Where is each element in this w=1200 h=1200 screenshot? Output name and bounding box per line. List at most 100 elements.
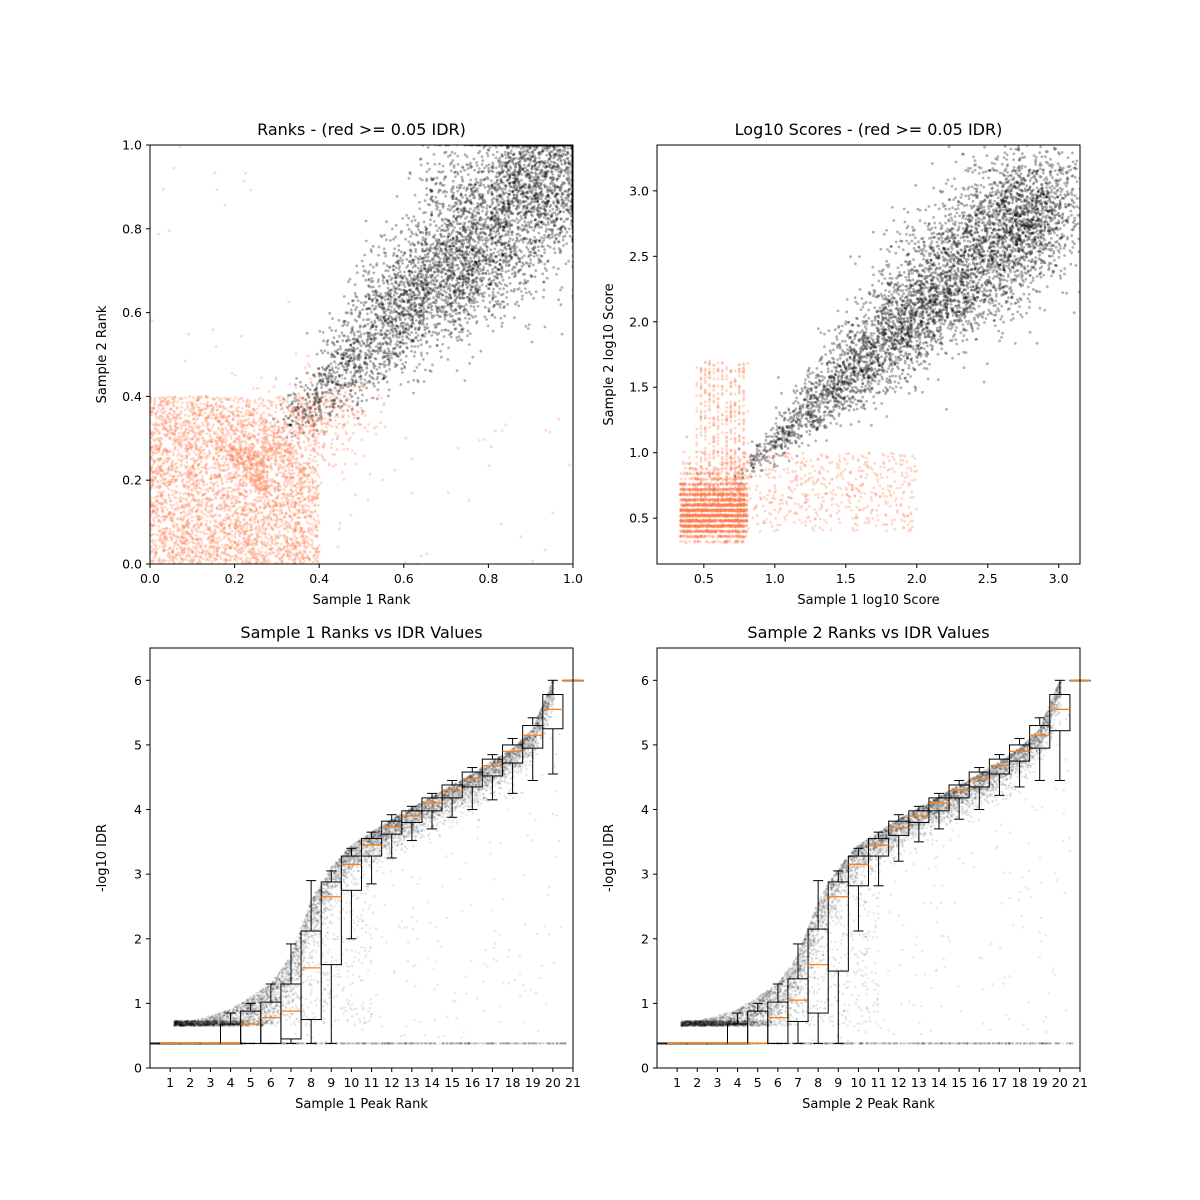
- point-fail: [274, 479, 277, 483]
- point-fail: [252, 551, 256, 554]
- point-fail: [213, 476, 216, 480]
- point-fail: [228, 450, 232, 453]
- point-fail: [152, 556, 156, 560]
- point-fail: [202, 481, 206, 485]
- point-fail: [323, 400, 327, 404]
- point-fail: [204, 407, 207, 411]
- point-fail: [297, 492, 301, 495]
- point-fail: [307, 514, 311, 518]
- point-fail: [200, 494, 204, 497]
- point-fail: [233, 535, 237, 539]
- point-fail: [218, 473, 222, 477]
- point-fail: [171, 533, 175, 536]
- point-fail: [163, 427, 167, 430]
- point-fail: [224, 502, 228, 506]
- point-pass: [385, 220, 388, 224]
- point-fail: [275, 396, 278, 399]
- point-fail: [152, 459, 156, 462]
- point-fail: [242, 504, 246, 508]
- point-fail: [210, 530, 214, 533]
- point-fail: [286, 525, 290, 529]
- point-fail: [192, 545, 195, 549]
- point-fail: [289, 515, 293, 519]
- point-fail: [220, 423, 224, 426]
- point-fail: [383, 425, 387, 429]
- point-fail: [316, 528, 319, 532]
- point-pass: [289, 414, 292, 418]
- point-fail: [263, 439, 267, 442]
- point-fail: [258, 487, 261, 491]
- point-fail: [208, 520, 212, 524]
- point-fail: [234, 495, 237, 499]
- point-fail: [193, 422, 196, 425]
- point-fail: [249, 188, 253, 192]
- point-fail: [245, 495, 249, 498]
- point-fail: [302, 474, 306, 478]
- point-fail: [254, 509, 257, 513]
- point-fail: [279, 534, 283, 537]
- point-fail: [219, 523, 223, 526]
- point-fail: [221, 518, 225, 522]
- point-fail: [311, 560, 315, 564]
- point-fail: [233, 431, 236, 435]
- point-fail: [229, 480, 233, 484]
- point-fail: [203, 507, 207, 511]
- point-fail: [264, 527, 268, 530]
- point-fail: [279, 517, 282, 521]
- point-fail: [244, 411, 248, 415]
- point-pass: [545, 153, 548, 157]
- point-fail: [221, 432, 224, 435]
- point-fail: [240, 546, 244, 550]
- point-fail: [183, 523, 187, 527]
- point-fail: [165, 421, 169, 425]
- point-fail: [213, 446, 216, 450]
- point-fail: [313, 524, 316, 528]
- point-fail: [257, 529, 261, 533]
- point-fail: [233, 373, 237, 377]
- point-fail: [275, 472, 278, 476]
- point-fail: [168, 465, 171, 469]
- point-fail: [308, 424, 312, 428]
- point-fail: [544, 428, 548, 432]
- point-fail: [312, 533, 316, 537]
- point-fail: [267, 428, 270, 432]
- point-fail: [289, 476, 292, 480]
- point-fail: [222, 437, 226, 441]
- point-fail: [305, 393, 309, 396]
- point-pass: [435, 176, 439, 180]
- point-fail: [220, 544, 224, 547]
- point-fail: [313, 467, 317, 470]
- point-pass: [388, 274, 391, 278]
- point-fail: [300, 492, 304, 496]
- point-pass: [438, 209, 442, 213]
- point-fail: [245, 513, 249, 517]
- point-fail: [164, 421, 168, 425]
- point-pass: [370, 277, 374, 280]
- point-fail: [270, 456, 274, 460]
- point-fail: [278, 447, 281, 450]
- point-fail: [261, 464, 265, 467]
- point-fail: [262, 479, 266, 483]
- point-fail: [285, 400, 289, 404]
- point-fail: [176, 529, 180, 532]
- point-fail: [269, 448, 273, 452]
- point-fail: [182, 497, 185, 500]
- point-fail: [283, 527, 286, 530]
- point-fail: [190, 425, 194, 429]
- point-fail: [212, 423, 216, 427]
- point-fail: [237, 436, 241, 439]
- point-fail: [278, 512, 282, 516]
- point-fail: [316, 493, 319, 496]
- point-fail: [171, 512, 175, 516]
- point-fail: [302, 461, 305, 465]
- point-fail: [180, 500, 183, 503]
- point-fail: [240, 396, 244, 400]
- point-fail: [215, 405, 219, 409]
- point-fail: [195, 542, 199, 545]
- point-fail: [285, 457, 289, 461]
- point-fail: [255, 507, 259, 511]
- point-fail: [240, 462, 244, 466]
- point-fail: [195, 431, 199, 435]
- point-fail: [296, 458, 299, 461]
- point-fail: [274, 445, 277, 449]
